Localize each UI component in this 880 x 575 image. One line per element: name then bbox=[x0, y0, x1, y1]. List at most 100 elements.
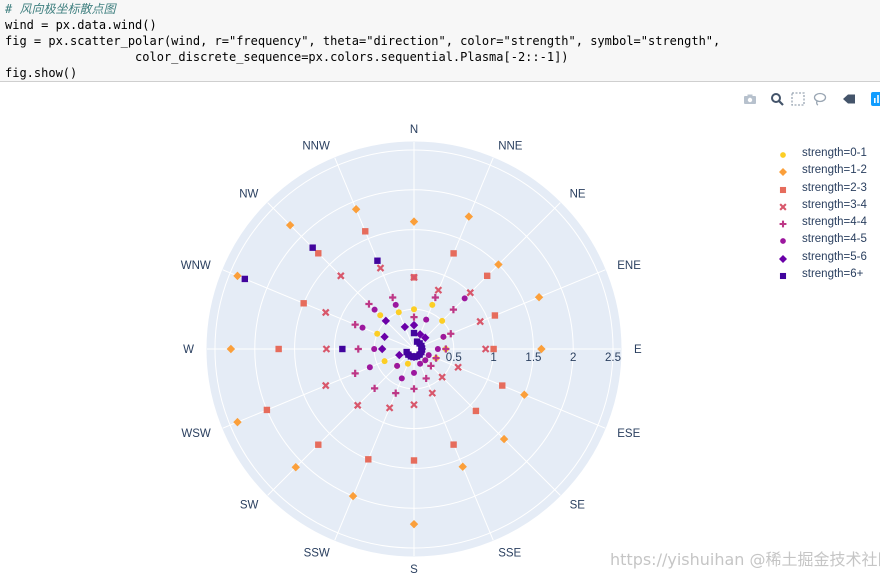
data-point bbox=[362, 228, 369, 235]
code-line-3: color_discrete_sequence=px.colors.sequen… bbox=[5, 50, 569, 64]
angular-tick-label: SSE bbox=[498, 547, 521, 559]
angular-tick-label: WSW bbox=[181, 428, 211, 440]
angular-tick-label: S bbox=[410, 564, 418, 575]
data-point bbox=[494, 260, 503, 269]
code-line-2: fig = px.scatter_polar(wind, r="frequenc… bbox=[5, 34, 721, 48]
data-point bbox=[381, 358, 388, 365]
data-point bbox=[417, 360, 424, 367]
autoscale-icon[interactable] bbox=[842, 91, 856, 105]
angular-tick-label: W bbox=[183, 344, 194, 356]
data-point bbox=[410, 313, 418, 321]
data-point bbox=[491, 312, 499, 319]
lasso-icon[interactable] bbox=[813, 91, 827, 106]
angular-tick-label: NNW bbox=[302, 141, 330, 153]
data-point bbox=[371, 306, 378, 313]
data-point bbox=[534, 293, 544, 302]
legend-marker bbox=[780, 152, 786, 158]
angular-tick-label: E bbox=[634, 344, 642, 356]
angular-gridline bbox=[267, 348, 415, 496]
data-point bbox=[241, 275, 249, 283]
data-point bbox=[370, 384, 379, 393]
angular-gridline bbox=[334, 157, 415, 350]
legend-label: strength=2-3 bbox=[802, 181, 867, 194]
legend-symbol bbox=[779, 168, 787, 177]
data-point bbox=[233, 271, 242, 281]
data-point bbox=[315, 441, 322, 448]
angular-tick-label: NNE bbox=[498, 141, 523, 153]
radial-tick-label: 1 bbox=[490, 352, 496, 364]
legend-symbol bbox=[779, 254, 787, 263]
data-point bbox=[428, 389, 437, 397]
data-point bbox=[410, 385, 418, 393]
data-point bbox=[315, 250, 322, 257]
camera-icon[interactable] bbox=[743, 91, 757, 105]
data-point bbox=[409, 217, 419, 226]
plotly-logo-icon[interactable] bbox=[871, 91, 880, 106]
data-point bbox=[321, 308, 330, 317]
data-point bbox=[354, 345, 362, 353]
data-point bbox=[371, 346, 378, 352]
plot-area[interactable]: N NNE NE ENE E ESE SE SSE S SSW SW WSW W WNW NW NNW 0.5 1… bbox=[0, 83, 880, 575]
watermark: https://yishuihan @稀土掘金技术社区 bbox=[610, 550, 880, 569]
data-point bbox=[300, 300, 307, 307]
legend-marker bbox=[780, 238, 786, 245]
data-point bbox=[427, 362, 435, 370]
radial-tick-label: 0.5 bbox=[446, 352, 462, 364]
legend-label: strength=1-2 bbox=[802, 164, 867, 177]
data-point bbox=[432, 354, 440, 362]
data-point bbox=[403, 348, 410, 356]
data-point bbox=[434, 286, 443, 294]
zoom-icon[interactable] bbox=[770, 91, 784, 106]
legend-marker bbox=[779, 203, 787, 211]
legend-label: strength=5-6 bbox=[802, 250, 867, 263]
radial-tick-label: 2.5 bbox=[605, 352, 621, 364]
data-point bbox=[389, 293, 397, 302]
angular-gridline bbox=[413, 348, 561, 496]
data-point bbox=[429, 301, 436, 308]
data-point bbox=[490, 345, 497, 353]
data-point bbox=[423, 316, 430, 323]
legend-marker bbox=[779, 254, 787, 263]
angular-tick-label: ESE bbox=[617, 428, 640, 440]
radial-tick-label: 2 bbox=[570, 352, 576, 364]
legend-marker bbox=[779, 273, 787, 280]
legend-label: strength=4-5 bbox=[802, 233, 867, 246]
data-point bbox=[438, 373, 446, 381]
data-point bbox=[285, 220, 295, 230]
data-point bbox=[339, 345, 346, 353]
data-point bbox=[537, 344, 546, 354]
data-point bbox=[415, 330, 425, 339]
angular-tick-label: WNW bbox=[181, 260, 211, 272]
data-point bbox=[447, 330, 455, 338]
data-point bbox=[520, 390, 529, 399]
data-point bbox=[353, 401, 362, 410]
legend-label: strength=3-4 bbox=[802, 198, 867, 211]
data-point bbox=[410, 329, 418, 337]
data-point bbox=[309, 244, 316, 251]
data-point bbox=[226, 344, 236, 354]
data-point bbox=[454, 363, 462, 372]
data-point bbox=[392, 301, 399, 308]
legend-marker bbox=[779, 186, 787, 193]
legend-symbol bbox=[780, 238, 786, 245]
data-point bbox=[322, 345, 331, 353]
data-point bbox=[351, 321, 359, 329]
legend-symbol bbox=[780, 152, 786, 158]
angular-tick-label: SW bbox=[240, 500, 259, 512]
data-point bbox=[351, 369, 359, 377]
legend-label: strength=6+ bbox=[802, 268, 864, 281]
data-point bbox=[425, 352, 432, 359]
data-point bbox=[422, 357, 429, 364]
series-strength=3-4 bbox=[321, 264, 490, 412]
polar-chart[interactable]: N NNE NE ENE E ESE SE SSE S SSW SW WSW W WNW NW NNW 0.5 1… bbox=[0, 83, 880, 575]
data-point bbox=[376, 264, 385, 272]
radial-tick-label: 1.5 bbox=[525, 352, 541, 364]
data-point bbox=[410, 457, 418, 464]
data-point bbox=[466, 288, 475, 297]
data-point bbox=[411, 369, 417, 376]
data-point bbox=[385, 404, 394, 412]
data-point bbox=[450, 441, 457, 448]
box-select-icon[interactable] bbox=[791, 91, 805, 106]
series-strength=4-4 bbox=[351, 293, 458, 397]
code-cell[interactable]: # 风向极坐标散点图 wind = px.data.wind() fig = p… bbox=[0, 0, 880, 82]
